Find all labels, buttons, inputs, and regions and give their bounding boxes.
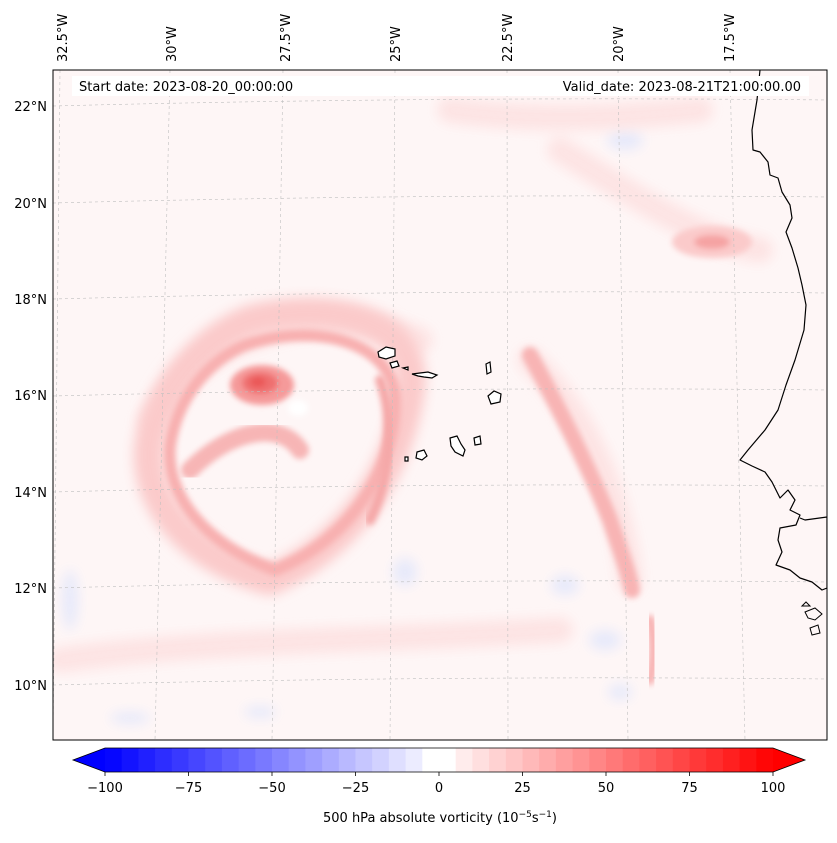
colorbar-tick-label: −100 — [87, 781, 123, 796]
colorbar-bin — [155, 748, 173, 772]
colorbar-tick-label: −25 — [342, 781, 369, 796]
latitude-labels: 22°N 20°N 18°N 16°N 14°N 12°N 10°N — [14, 100, 47, 694]
colorbar-bin — [322, 748, 340, 772]
colorbar-bin — [121, 748, 139, 772]
colorbar-tick-label: 75 — [681, 781, 698, 796]
lat-label: 14°N — [14, 486, 47, 501]
lon-label: 30°W — [165, 26, 180, 62]
lon-label: 25°W — [389, 26, 404, 62]
colorbar-bin — [722, 748, 741, 772]
lat-label: 16°N — [14, 389, 47, 404]
colorbar-bin — [706, 748, 724, 772]
island-maio — [473, 435, 482, 446]
colorbar-bin — [455, 748, 473, 772]
colorbar-bin — [439, 748, 457, 772]
colorbar-bin — [539, 748, 557, 772]
colorbar-bin — [622, 748, 640, 772]
colorbar-bin — [756, 748, 774, 772]
lat-label: 22°N — [14, 100, 47, 115]
colorbar-bin — [171, 748, 189, 772]
colorbar-extend-high — [773, 748, 805, 772]
colorbar-bin — [221, 748, 240, 772]
cape-verde-islands — [377, 346, 502, 462]
lat-label: 18°N — [14, 293, 47, 308]
valid-date: Valid_date: 2023-08-21T21:00:00.00 — [563, 80, 801, 95]
colorbar-ticks: −100 −75 −50 −25 0 25 50 75 100 — [87, 772, 785, 796]
africa-coastline — [739, 70, 827, 591]
longitude-labels: 32.5°W 30°W 27.5°W 25°W 22.5°W 20°W 17.5… — [56, 14, 738, 62]
colorbar-extend-low — [73, 748, 105, 772]
lon-label: 20°W — [612, 26, 627, 62]
colorbar-tick-label: 25 — [514, 781, 531, 796]
colorbar-bin — [405, 748, 423, 772]
colorbar-bins — [105, 748, 774, 772]
header-strip — [72, 76, 809, 96]
island-santo-antao — [377, 346, 396, 360]
colorbar-bin — [489, 748, 507, 772]
lat-label: 20°N — [14, 197, 47, 212]
colorbar-bin — [739, 748, 757, 772]
colorbar-bin — [589, 748, 607, 772]
lat-label: 12°N — [14, 582, 47, 597]
vorticity-field — [53, 70, 827, 740]
colorbar-bin — [372, 748, 390, 772]
colorbar-tick-label: −50 — [258, 781, 285, 796]
colorbar-bin — [138, 748, 156, 772]
graticule — [53, 70, 827, 740]
colorbar-bin — [305, 748, 323, 772]
colorbar-bin — [555, 748, 574, 772]
colorbar-bin — [656, 748, 674, 772]
colorbar-bin — [639, 748, 657, 772]
island-santa-luzia — [400, 366, 409, 371]
colorbar-bin — [238, 748, 256, 772]
colorbar-bin — [422, 748, 440, 772]
colorbar-label: 500 hPa absolute vorticity (10−5s−1) — [323, 810, 557, 826]
island-brava — [404, 456, 409, 462]
colorbar-tick-label: 0 — [435, 781, 443, 796]
colorbar-bin — [472, 748, 490, 772]
island-sal — [485, 361, 492, 375]
colorbar-bin — [522, 748, 540, 772]
lat-label: 10°N — [14, 679, 47, 694]
colorbar-bin — [205, 748, 223, 772]
colorbar-bin — [572, 748, 590, 772]
colorbar-bin — [338, 748, 356, 772]
island-santiago — [449, 435, 466, 457]
colorbar-bin — [689, 748, 707, 772]
island-fogo — [415, 449, 428, 461]
colorbar-bin — [606, 748, 624, 772]
colorbar-tick-label: 50 — [598, 781, 615, 796]
colorbar-bin — [505, 748, 523, 772]
map-frame — [52, 69, 828, 741]
lon-label: 17.5°W — [723, 14, 738, 62]
start-date: Start date: 2023-08-20_00:00:00 — [79, 80, 293, 95]
lon-label: 32.5°W — [56, 14, 71, 62]
colorbar-bin — [188, 748, 206, 772]
island-sao-vicente — [389, 360, 400, 369]
colorbar: −100 −75 −50 −25 0 25 50 75 100 500 hPa absolute… — [71, 747, 807, 826]
colorbar-bin — [105, 748, 123, 772]
colorbar-tick-label: −75 — [175, 781, 202, 796]
map-panel: Start date: 2023-08-20_00:00:00 Valid_da… — [52, 69, 828, 741]
colorbar-bin — [672, 748, 690, 772]
colorbar-bin — [272, 748, 290, 772]
colorbar-bin — [355, 748, 373, 772]
colorbar-bin — [288, 748, 306, 772]
island-sao-nicolau — [411, 371, 439, 379]
island-boa-vista — [487, 390, 502, 405]
colorbar-bin — [388, 748, 407, 772]
colorbar-bin — [255, 748, 273, 772]
coast-detail — [800, 601, 823, 636]
lon-label: 22.5°W — [501, 14, 516, 62]
colorbar-tick-label: 100 — [761, 781, 786, 796]
lon-label: 27.5°W — [279, 14, 294, 62]
